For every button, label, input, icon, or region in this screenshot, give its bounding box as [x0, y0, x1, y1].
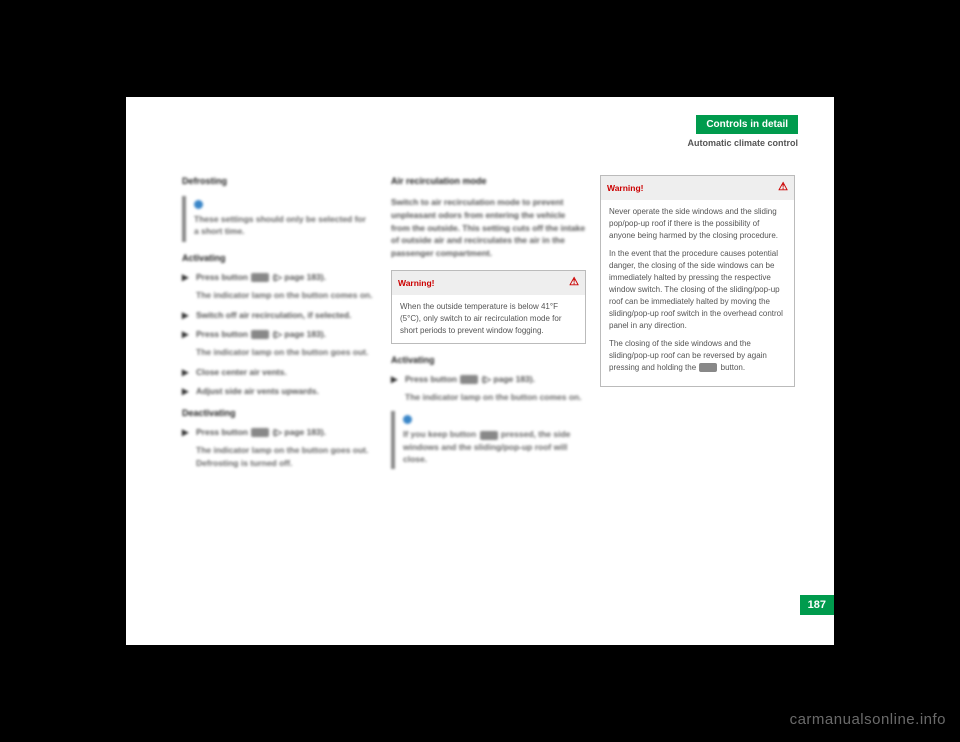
- warning-box: Warning! ⚠ Never operate the side window…: [600, 175, 795, 387]
- step-text: Press button (▷ page 183).: [196, 271, 377, 283]
- step-text: Switch off air recirculation, if selecte…: [196, 309, 377, 321]
- warning-paragraph: The closing of the side windows and the …: [609, 338, 786, 374]
- chapter-title: Controls in detail: [696, 115, 798, 134]
- col1-sub-deactivating: Deactivating: [182, 407, 377, 420]
- warning-body: When the outside temperature is below 41…: [392, 295, 585, 343]
- step-row: ▶ Press button (▷ page 183).: [182, 271, 377, 283]
- recirc-button-icon: [699, 363, 717, 372]
- column-2: Air recirculation mode Switch to air rec…: [391, 175, 586, 479]
- step-result: The indicator lamp on the button goes ou…: [196, 346, 377, 358]
- column-1: Defrosting These settings should only be…: [182, 175, 377, 477]
- info-text: These settings should only be selected f…: [194, 214, 366, 236]
- step-result: The indicator lamp on the button goes ou…: [196, 444, 377, 469]
- step-bullet-icon: ▶: [182, 426, 192, 438]
- recirc-button-icon: [251, 330, 269, 339]
- col2-intro: Switch to air recirculation mode to prev…: [391, 196, 586, 260]
- col1-heading: Defrosting: [182, 175, 377, 188]
- step-text: Press button (▷ page 183).: [405, 373, 586, 385]
- warning-header: Warning! ⚠: [392, 271, 585, 295]
- step-bullet-icon: ▶: [182, 385, 192, 397]
- page-number: 187: [800, 595, 834, 615]
- warning-triangle-icon: ⚠: [778, 180, 788, 196]
- step-text: Adjust side air vents upwards.: [196, 385, 377, 397]
- warning-paragraph: In the event that the procedure causes p…: [609, 248, 786, 332]
- col2-heading: Air recirculation mode: [391, 175, 586, 188]
- step-bullet-icon: ▶: [391, 373, 401, 385]
- manual-page: Controls in detail Automatic climate con…: [126, 97, 834, 645]
- warning-body: Never operate the side windows and the s…: [601, 200, 794, 386]
- info-note: These settings should only be selected f…: [182, 196, 377, 242]
- warning-box: Warning! ⚠ When the outside temperature …: [391, 270, 586, 344]
- watermark: carmanualsonline.info: [790, 711, 946, 728]
- step-row: ▶ Press button (▷ page 183).: [391, 373, 586, 385]
- col2-sub-activating: Activating: [391, 354, 586, 367]
- step-row: ▶ Switch off air recirculation, if selec…: [182, 309, 377, 321]
- info-icon: [194, 200, 203, 209]
- page-header: Controls in detail Automatic climate con…: [687, 115, 798, 148]
- step-bullet-icon: ▶: [182, 366, 192, 378]
- step-row: ▶ Press button (▷ page 183).: [182, 328, 377, 340]
- step-bullet-icon: ▶: [182, 271, 192, 283]
- info-text: If you keep button pressed, the side win…: [403, 429, 570, 464]
- step-result: The indicator lamp on the button comes o…: [405, 391, 586, 403]
- step-result: The indicator lamp on the button comes o…: [196, 289, 377, 301]
- section-title: Automatic climate control: [687, 138, 798, 148]
- info-icon: [403, 415, 412, 424]
- step-row: ▶ Close center air vents.: [182, 366, 377, 378]
- info-note: If you keep button pressed, the side win…: [391, 411, 586, 469]
- step-row: ▶ Press button (▷ page 183).: [182, 426, 377, 438]
- column-3: Warning! ⚠ Never operate the side window…: [600, 175, 795, 397]
- step-row: ▶ Adjust side air vents upwards.: [182, 385, 377, 397]
- step-bullet-icon: ▶: [182, 328, 192, 340]
- defrost-button-icon: [251, 428, 269, 437]
- recirc-button-icon: [460, 375, 478, 384]
- warning-paragraph: Never operate the side windows and the s…: [609, 206, 786, 242]
- warning-triangle-icon: ⚠: [569, 275, 579, 291]
- warning-label: Warning!: [398, 277, 435, 289]
- recirc-button-icon: [480, 431, 498, 440]
- warning-header: Warning! ⚠: [601, 176, 794, 200]
- step-text: Close center air vents.: [196, 366, 377, 378]
- step-text: Press button (▷ page 183).: [196, 426, 377, 438]
- col1-sub-activating: Activating: [182, 252, 377, 265]
- step-text: Press button (▷ page 183).: [196, 328, 377, 340]
- warning-label: Warning!: [607, 182, 644, 194]
- defrost-button-icon: [251, 273, 269, 282]
- step-bullet-icon: ▶: [182, 309, 192, 321]
